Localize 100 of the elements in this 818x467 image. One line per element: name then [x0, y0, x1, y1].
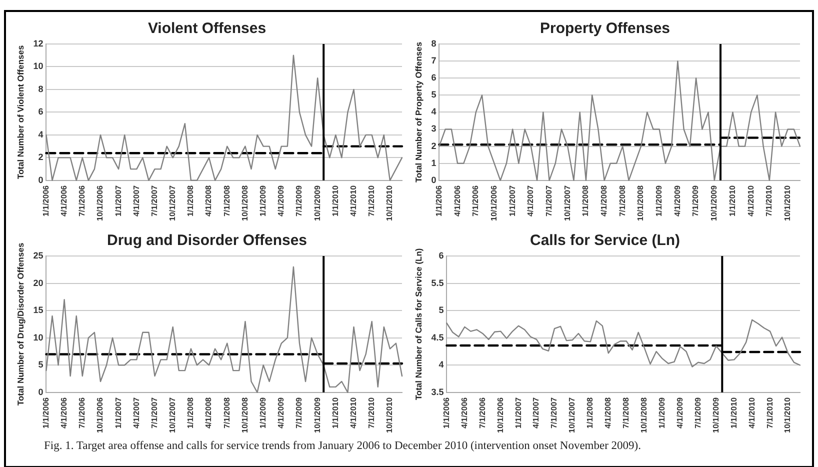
y-tick-label: 5 [438, 305, 444, 316]
y-tick-label: 3 [431, 124, 436, 134]
x-tick-label: 10/1/2006 [96, 184, 105, 222]
x-tick-label: 7/1/2006 [471, 184, 480, 217]
x-tick-label: 10/1/2008 [640, 396, 649, 434]
x-tick-label: 10/1/2007 [562, 184, 572, 222]
x-tick-label: 1/1/2010 [330, 184, 340, 217]
x-tick-label: 4/1/2009 [675, 396, 684, 429]
x-tick-label: 1/1/2007 [514, 396, 523, 429]
x-tick-label: 1/1/2008 [186, 396, 196, 429]
x-tick-label: 1/1/2009 [654, 184, 664, 217]
y-tick-label: 5 [431, 90, 436, 100]
x-tick-label: 7/1/2008 [222, 184, 232, 217]
y-tick-label: 0 [38, 174, 44, 185]
x-tick-label: 1/1/2010 [330, 396, 340, 429]
x-tick-label: 1/1/2008 [586, 396, 595, 429]
x-tick-label: 10/1/2008 [636, 184, 646, 222]
x-tick-label: 10/1/2006 [496, 396, 505, 434]
x-tick-label: 1/1/2010 [728, 184, 737, 217]
x-tick-label: 10/1/2010 [385, 396, 394, 434]
x-tick-label: 1/1/2006 [434, 184, 444, 217]
x-tick-label: 1/1/2009 [258, 184, 268, 217]
x-tick-label: 1/1/2009 [258, 396, 268, 429]
x-tick-label: 10/1/2009 [710, 184, 719, 222]
x-tick-label: 4/1/2010 [348, 396, 358, 429]
y-tick-label: 1 [431, 158, 436, 168]
x-tick-label: 7/1/2008 [618, 184, 627, 217]
x-tick-label: 1/1/2009 [657, 396, 666, 429]
x-tick-label: 1/1/2007 [114, 396, 123, 429]
y-tick-label: 10 [33, 332, 44, 342]
y-tick-label: 2 [431, 140, 436, 151]
x-tick-label: 10/1/2007 [168, 396, 178, 434]
x-tick-label: 4/1/2010 [746, 184, 756, 217]
y-tick-label: 8 [38, 84, 44, 94]
x-tick-label: 1/1/2006 [442, 396, 451, 429]
x-tick-label: 7/1/2010 [367, 184, 376, 217]
y-tick-label: 0 [431, 174, 436, 185]
x-tick-label: 1/1/2010 [729, 396, 738, 429]
x-tick-label: 7/1/2007 [550, 396, 559, 429]
y-tick-label: 6 [438, 250, 444, 260]
x-tick-label: 1/1/2008 [186, 184, 196, 217]
y-tick-label: 4.5 [431, 332, 444, 342]
x-tick-label: 4/1/2006 [60, 184, 69, 217]
x-tick-label: 7/1/2006 [478, 396, 487, 429]
y-tick-label: 12 [33, 38, 44, 48]
y-axis-title: Total Number of Violent Offenses [15, 45, 26, 180]
x-tick-label: 4/1/2010 [747, 396, 756, 429]
x-tick-label: 10/1/2010 [783, 396, 792, 434]
x-tick-label: 10/1/2010 [385, 184, 394, 222]
x-tick-label: 7/1/2009 [693, 396, 702, 429]
x-tick-label: 7/1/2008 [222, 396, 232, 429]
y-tick-label: 8 [431, 38, 436, 48]
x-tick-label: 4/1/2008 [204, 184, 214, 217]
x-tick-label: 4/1/2007 [532, 396, 541, 429]
x-tick-label: 10/1/2006 [489, 184, 498, 222]
x-tick-label: 7/1/2009 [294, 396, 304, 429]
x-tick-label: 4/1/2009 [672, 184, 682, 217]
chart-title: Calls for Service (Ln) [530, 232, 680, 250]
x-tick-label: 1/1/2007 [508, 184, 517, 217]
y-tick-label: 0 [38, 386, 44, 397]
y-tick-label: 5.5 [431, 278, 444, 288]
caption: Fig. 1. Target area offense and calls for service trends from January 2006 to December 2010 (intervention onset November 2009). [44, 440, 642, 452]
chart-title: Drug and Disorder Offenses [106, 232, 308, 250]
x-tick-label: 7/1/2010 [367, 396, 376, 429]
x-tick-label: 4/1/2008 [600, 184, 609, 217]
y-axis-title: Total Number of Property Offenses [413, 42, 424, 182]
x-tick-label: 7/1/2009 [691, 184, 700, 217]
x-tick-label: 1/1/2006 [41, 184, 50, 217]
x-tick-label: 7/1/2010 [765, 396, 774, 429]
x-tick-label: 10/1/2006 [96, 396, 105, 434]
x-tick-label: 10/1/2009 [312, 396, 322, 434]
y-tick-label: 4 [38, 129, 44, 140]
y-tick-label: 6 [38, 106, 44, 117]
x-tick-label: 4/1/2007 [526, 184, 536, 217]
x-tick-label: 7/1/2007 [150, 184, 159, 217]
x-tick-label: 10/1/2008 [240, 396, 250, 434]
y-tick-label: 3.5 [431, 386, 444, 397]
x-tick-label: 1/1/2006 [41, 396, 50, 429]
x-tick-label: 4/1/2006 [452, 184, 462, 217]
x-tick-label: 10/1/2010 [782, 184, 792, 222]
x-tick-label: 1/1/2008 [581, 184, 590, 217]
y-tick-label: 15 [33, 305, 44, 316]
x-tick-label: 10/1/2007 [568, 396, 577, 434]
x-tick-label: 7/1/2009 [294, 184, 304, 217]
y-tick-label: 2 [38, 152, 44, 162]
x-tick-label: 4/1/2007 [132, 184, 141, 217]
x-tick-label: 1/1/2007 [114, 184, 123, 217]
x-tick-label: 7/1/2008 [622, 396, 631, 429]
y-tick-label: 6 [431, 72, 436, 83]
x-tick-label: 10/1/2009 [711, 396, 720, 434]
x-tick-label: 7/1/2007 [150, 396, 159, 429]
x-tick-label: 7/1/2010 [764, 184, 774, 217]
y-tick-label: 4 [431, 106, 436, 117]
x-tick-label: 4/1/2010 [348, 184, 358, 217]
y-tick-label: 25 [33, 250, 44, 260]
y-tick-label: 5 [38, 360, 44, 370]
x-tick-label: 4/1/2009 [276, 184, 286, 217]
x-tick-label: 10/1/2008 [240, 184, 250, 222]
x-tick-label: 4/1/2006 [60, 396, 69, 429]
y-tick-label: 4 [438, 360, 444, 370]
